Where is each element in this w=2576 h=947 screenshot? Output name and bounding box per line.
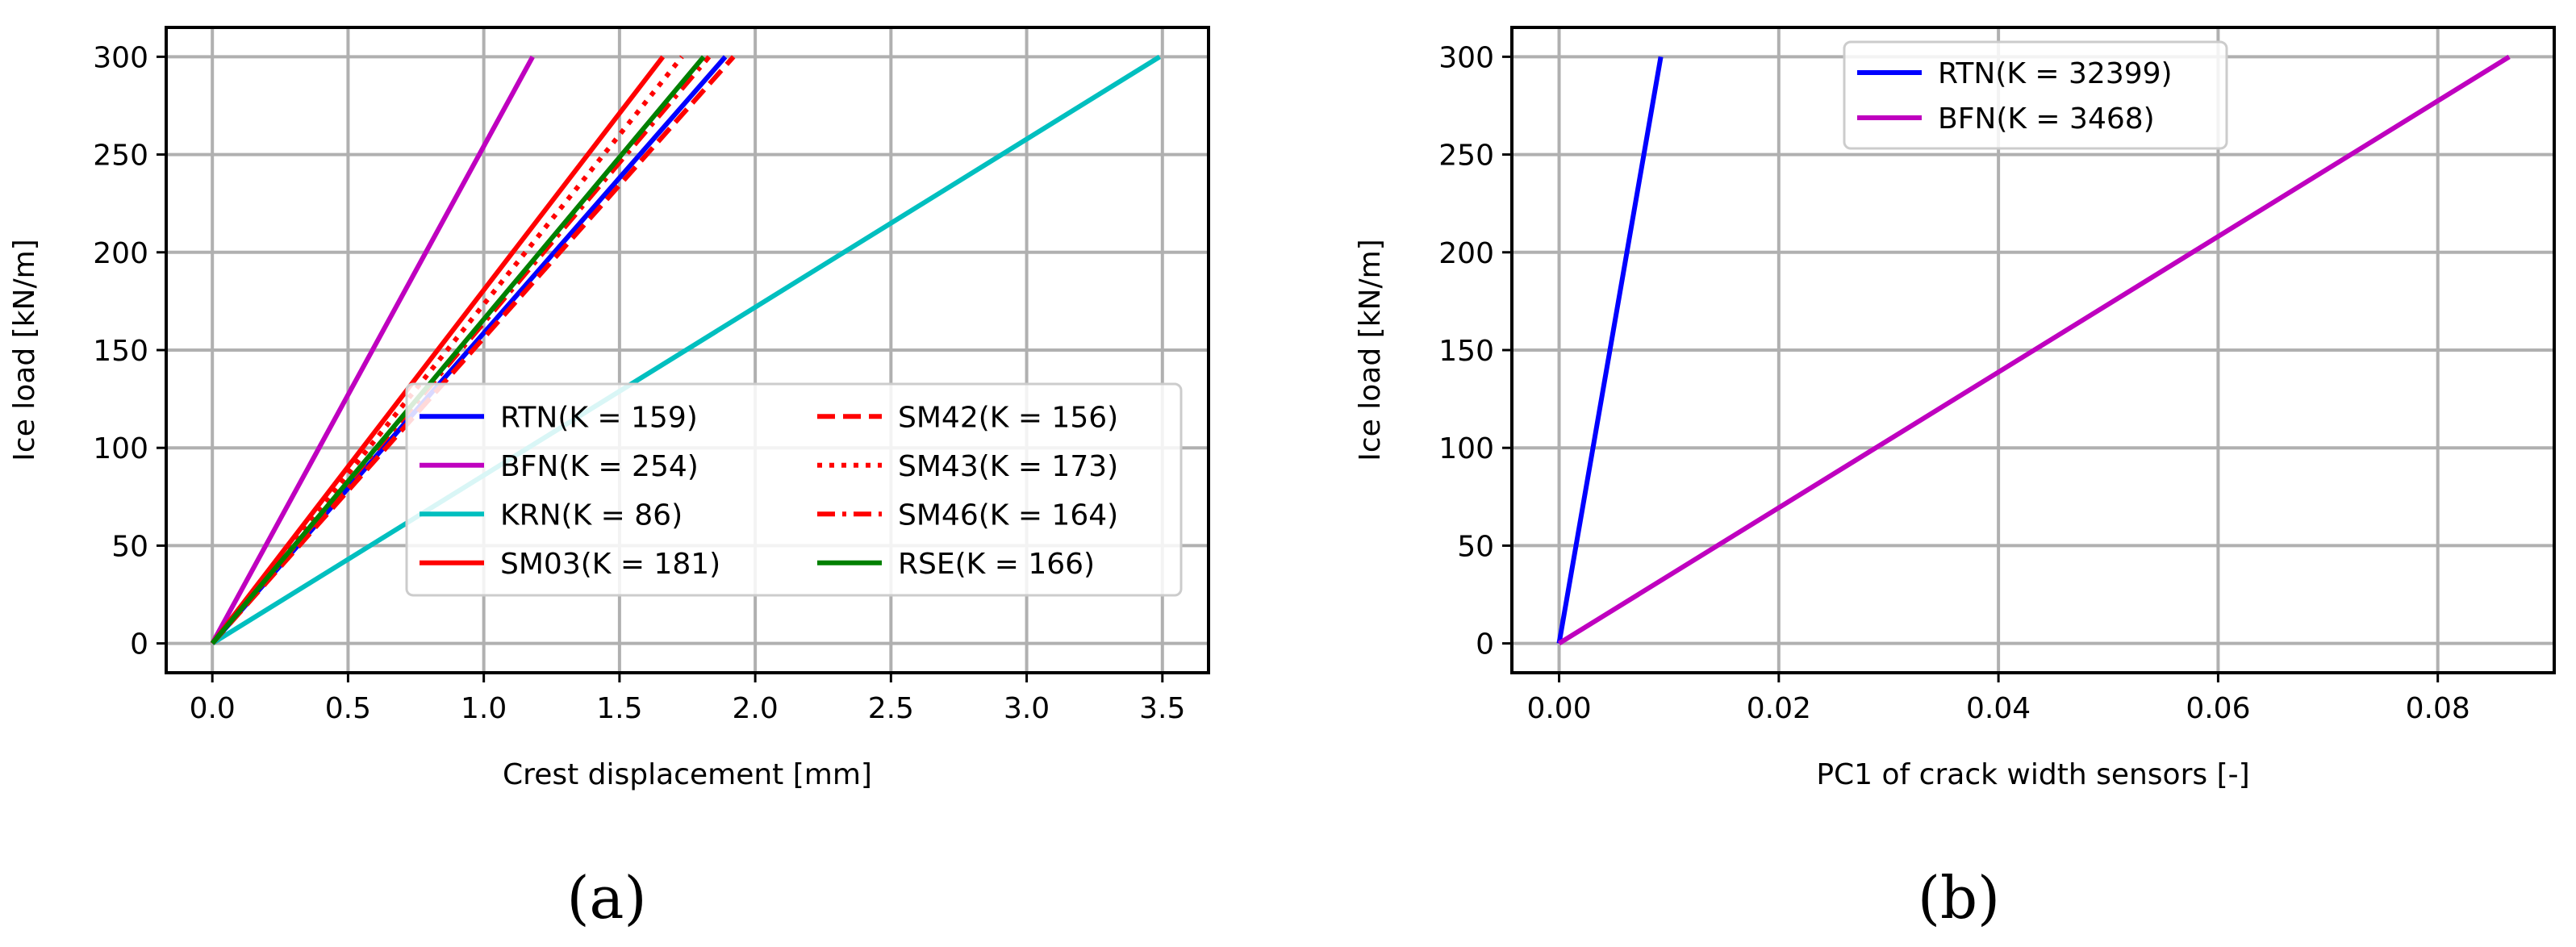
- legend-entry-label: RSE(K = 166): [898, 548, 1095, 581]
- y-tick-label: 300: [93, 41, 148, 74]
- legend: RTN(K = 32399) BFN(K = 3468): [1843, 40, 2228, 150]
- legend-box: [1843, 40, 2228, 150]
- x-tick-label: 0.04: [1966, 692, 2031, 725]
- x-axis-label: PC1 of crack width sensors [-]: [1816, 758, 2249, 791]
- x-tick-label: 0.5: [325, 692, 371, 725]
- legend-entry-label: RTN(K = 32399): [1938, 57, 2173, 90]
- legend-entry-label: BFN(K = 254): [500, 450, 699, 483]
- plot-frame: [1510, 26, 2556, 674]
- y-tick-label: 100: [1438, 432, 1494, 465]
- series-line-sm43: [210, 55, 684, 645]
- panel-b-chart: 0.00 0.02 0.04 0.06 0.08 0 50 100 150 200 250 300 PC…: [1354, 26, 2556, 791]
- y-tick-label: 50: [111, 530, 148, 563]
- caption-b: (b): [1918, 864, 2000, 932]
- legend-entry-label: BFN(K = 3468): [1938, 102, 2155, 136]
- series-line-bfn: [1557, 54, 2511, 646]
- x-tick-label: 0.02: [1747, 692, 1811, 725]
- x-axis-label: Crest displacement [mm]: [503, 758, 872, 791]
- series-line-bfn: [210, 55, 535, 645]
- x-tick-label: 1.0: [461, 692, 507, 725]
- legend-entry-label: SM03(K = 181): [500, 548, 720, 581]
- series-line-rse: [210, 55, 706, 645]
- legend-entry-label: RTN(K = 159): [500, 401, 698, 434]
- x-tick-label: 2.5: [868, 692, 914, 725]
- x-tick-label: 0.06: [2186, 692, 2250, 725]
- x-tick-label: 3.5: [1139, 692, 1185, 725]
- series-line-sm42: [210, 55, 736, 645]
- y-axis-label: Ice load [kN/m]: [8, 239, 41, 461]
- caption-a: (a): [566, 864, 646, 932]
- y-tick-label: 0: [130, 628, 148, 661]
- panel-a-chart: 0.0 0.5 1.0 1.5 2.0 2.5 3.0 3.5 0 50 100 150 200 250 3…: [8, 26, 1210, 791]
- y-tick-label: 100: [93, 432, 148, 465]
- x-tick-label: 0.08: [2406, 692, 2470, 725]
- legend-entry-label: KRN(K = 86): [500, 499, 683, 532]
- y-axis-label: Ice load [kN/m]: [1354, 239, 1387, 461]
- series-line-rtn: [1556, 56, 1664, 645]
- series-line-sm03: [210, 55, 666, 645]
- x-tick-label: 0.0: [190, 692, 236, 725]
- y-tick-label: 200: [93, 237, 148, 270]
- x-tick-label: 3.0: [1004, 692, 1050, 725]
- y-tick-label: 300: [1438, 41, 1494, 74]
- y-tick-label: 250: [1438, 140, 1494, 173]
- legend-entry-label: SM42(K = 156): [898, 401, 1118, 434]
- y-tick-label: 150: [1438, 335, 1494, 368]
- y-tick-label: 200: [1438, 237, 1494, 270]
- y-tick-label: 250: [93, 140, 148, 173]
- x-tick-label: 1.5: [596, 692, 642, 725]
- y-tick-label: 50: [1457, 530, 1494, 563]
- x-tick-label: 2.0: [732, 692, 778, 725]
- x-tick-label: 0.00: [1526, 692, 1591, 725]
- y-tick-label: 150: [93, 335, 148, 368]
- legend-box: [405, 382, 1183, 597]
- y-tick-label: 0: [1476, 628, 1494, 661]
- series-line-krn: [211, 54, 1161, 646]
- legend-entry-label: SM46(K = 164): [898, 499, 1118, 532]
- legend-entry-label: SM43(K = 173): [898, 450, 1118, 483]
- plot-frame: [165, 26, 1210, 674]
- legend: RTN(K = 159) BFN(K = 254) KRN(K = 86) SM03(…: [405, 382, 1183, 597]
